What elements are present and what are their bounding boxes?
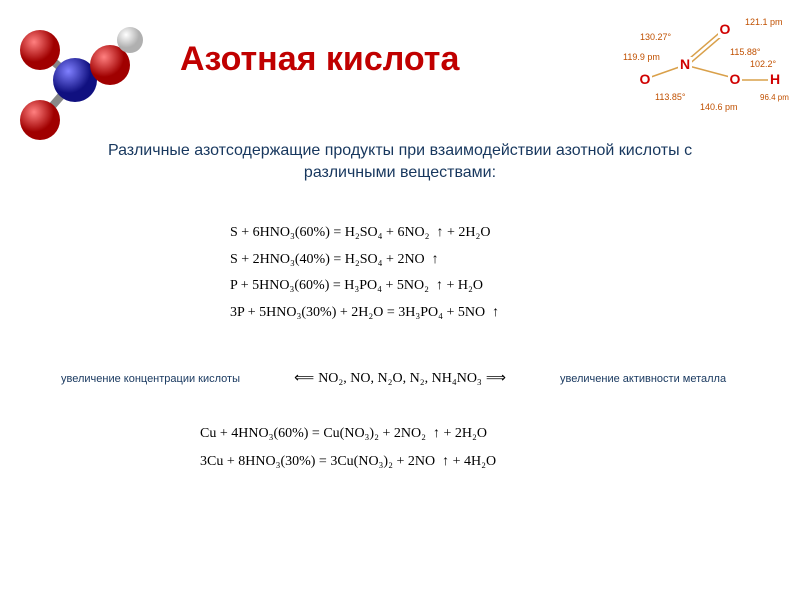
concentration-label: увеличение концентрации кислоты	[40, 373, 240, 385]
svg-text:113.85°: 113.85°	[655, 92, 686, 102]
svg-text:130.27°: 130.27°	[640, 32, 672, 42]
svg-text:121.1 pm: 121.1 pm	[745, 17, 783, 27]
page-title: Азотная кислота	[180, 40, 459, 79]
molecule-3d-model	[10, 10, 150, 150]
svg-text:140.6 pm: 140.6 pm	[700, 102, 738, 112]
svg-text:H: H	[770, 71, 780, 87]
svg-text:96.4 pm: 96.4 pm	[760, 93, 789, 102]
subtitle-text: Различные азотсодержащие продукты при вз…	[80, 140, 720, 185]
product-formulas: ⟸ NO₂, NO, N₂O, N₂, NH₄NO₃ ⟹	[294, 370, 506, 387]
equation-line: S + 2HNO₃(40%) = H₂SO₄ + 2NO ↑	[230, 247, 499, 274]
svg-text:O: O	[640, 71, 651, 87]
equations-block-2: Cu + 4HNO₃(60%) = Cu(NO₃)₂ + 2NO₂ ↑ + 2H…	[200, 420, 496, 476]
equation-line: P + 5HNO₃(60%) = H₃PO₄ + 5NO₂ ↑ + H₂O	[230, 273, 499, 300]
product-spectrum-row: увеличение концентрации кислоты ⟸ NO₂, N…	[40, 370, 760, 387]
equations-block-1: S + 6HNO₃(60%) = H₂SO₄ + 6NO₂ ↑ + 2H₂OS …	[230, 220, 499, 326]
equation-line: 3Cu + 8HNO₃(30%) = 3Cu(NO₃)₂ + 2NO ↑ + 4…	[200, 448, 496, 476]
activity-label: увеличение активности металла	[560, 373, 760, 385]
svg-text:102.2°: 102.2°	[750, 59, 777, 69]
molecular-structure-diagram: N O O O H 121.1 pm 130.27° 115.88° 119.9 pm 102.…	[615, 5, 795, 125]
formula-list: NO₂, NO, N₂O, N₂, NH₄NO₃	[318, 371, 482, 387]
svg-text:115.88°: 115.88°	[730, 47, 761, 57]
svg-text:O: O	[720, 21, 731, 37]
svg-text:O: O	[730, 71, 741, 87]
equation-line: 3P + 5HNO₃(30%) + 2H₂O = 3H₃PO₄ + 5NO ↑	[230, 300, 499, 327]
equation-line: S + 6HNO₃(60%) = H₂SO₄ + 6NO₂ ↑ + 2H₂O	[230, 220, 499, 247]
right-arrow-icon: ⟹	[486, 370, 506, 387]
svg-text:119.9 pm: 119.9 pm	[623, 52, 660, 62]
left-arrow-icon: ⟸	[294, 370, 314, 387]
equation-line: Cu + 4HNO₃(60%) = Cu(NO₃)₂ + 2NO₂ ↑ + 2H…	[200, 420, 496, 448]
svg-text:N: N	[680, 56, 690, 72]
